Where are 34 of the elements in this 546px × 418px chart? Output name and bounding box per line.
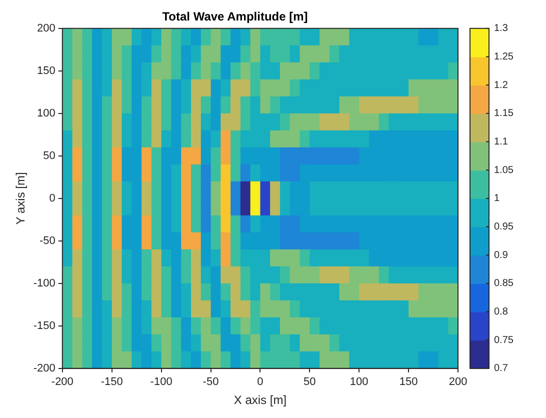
color-bar-label: 0.7 [494, 363, 508, 374]
color-bar-label: 0.85 [494, 278, 514, 290]
x-tick-label: 200 [448, 376, 468, 388]
color-bar-label: 0.95 [494, 221, 514, 232]
x-tick-label: 150 [399, 376, 418, 388]
x-tick-label: -200 [51, 376, 74, 388]
color-bar-label: 1.2 [494, 80, 508, 91]
y-tick-label: 150 [37, 64, 56, 77]
color-bar-label: 1.1 [494, 136, 508, 148]
x-tick-label: 0 [257, 376, 264, 388]
color-bar-label: 1.3 [494, 23, 508, 34]
y-tick-label: -200 [33, 362, 56, 374]
y-tick-label: 0 [49, 192, 56, 204]
y-tick-label: -150 [33, 320, 56, 332]
y-tick-label: 100 [37, 107, 56, 120]
y-tick-label: -100 [33, 277, 56, 290]
y-axis-title: Y axis [m] [14, 172, 28, 225]
color-bar-label: 1.05 [494, 164, 514, 176]
color-bar-label: 1.15 [494, 108, 514, 120]
x-tick-label: 100 [350, 376, 368, 388]
y-tick-label: 200 [37, 22, 56, 34]
x-tick-label: -100 [150, 376, 172, 388]
color-bar-label: 1.25 [494, 51, 514, 62]
y-tick-label: 50 [43, 150, 56, 162]
x-tick-label: 50 [304, 376, 316, 388]
color-bar-label: 0.75 [494, 334, 514, 346]
color-bar-label: 0.9 [494, 250, 508, 261]
chart-title: Total Wave Amplitude [m] [162, 10, 308, 24]
x-axis-title: X axis [m] [234, 393, 287, 408]
x-tick-label: -150 [100, 376, 123, 388]
color-bar-label: 0.8 [494, 306, 508, 318]
y-tick-label: -50 [40, 234, 56, 247]
color-bar-label: 1 [494, 193, 500, 204]
x-tick-label: -50 [202, 376, 219, 388]
